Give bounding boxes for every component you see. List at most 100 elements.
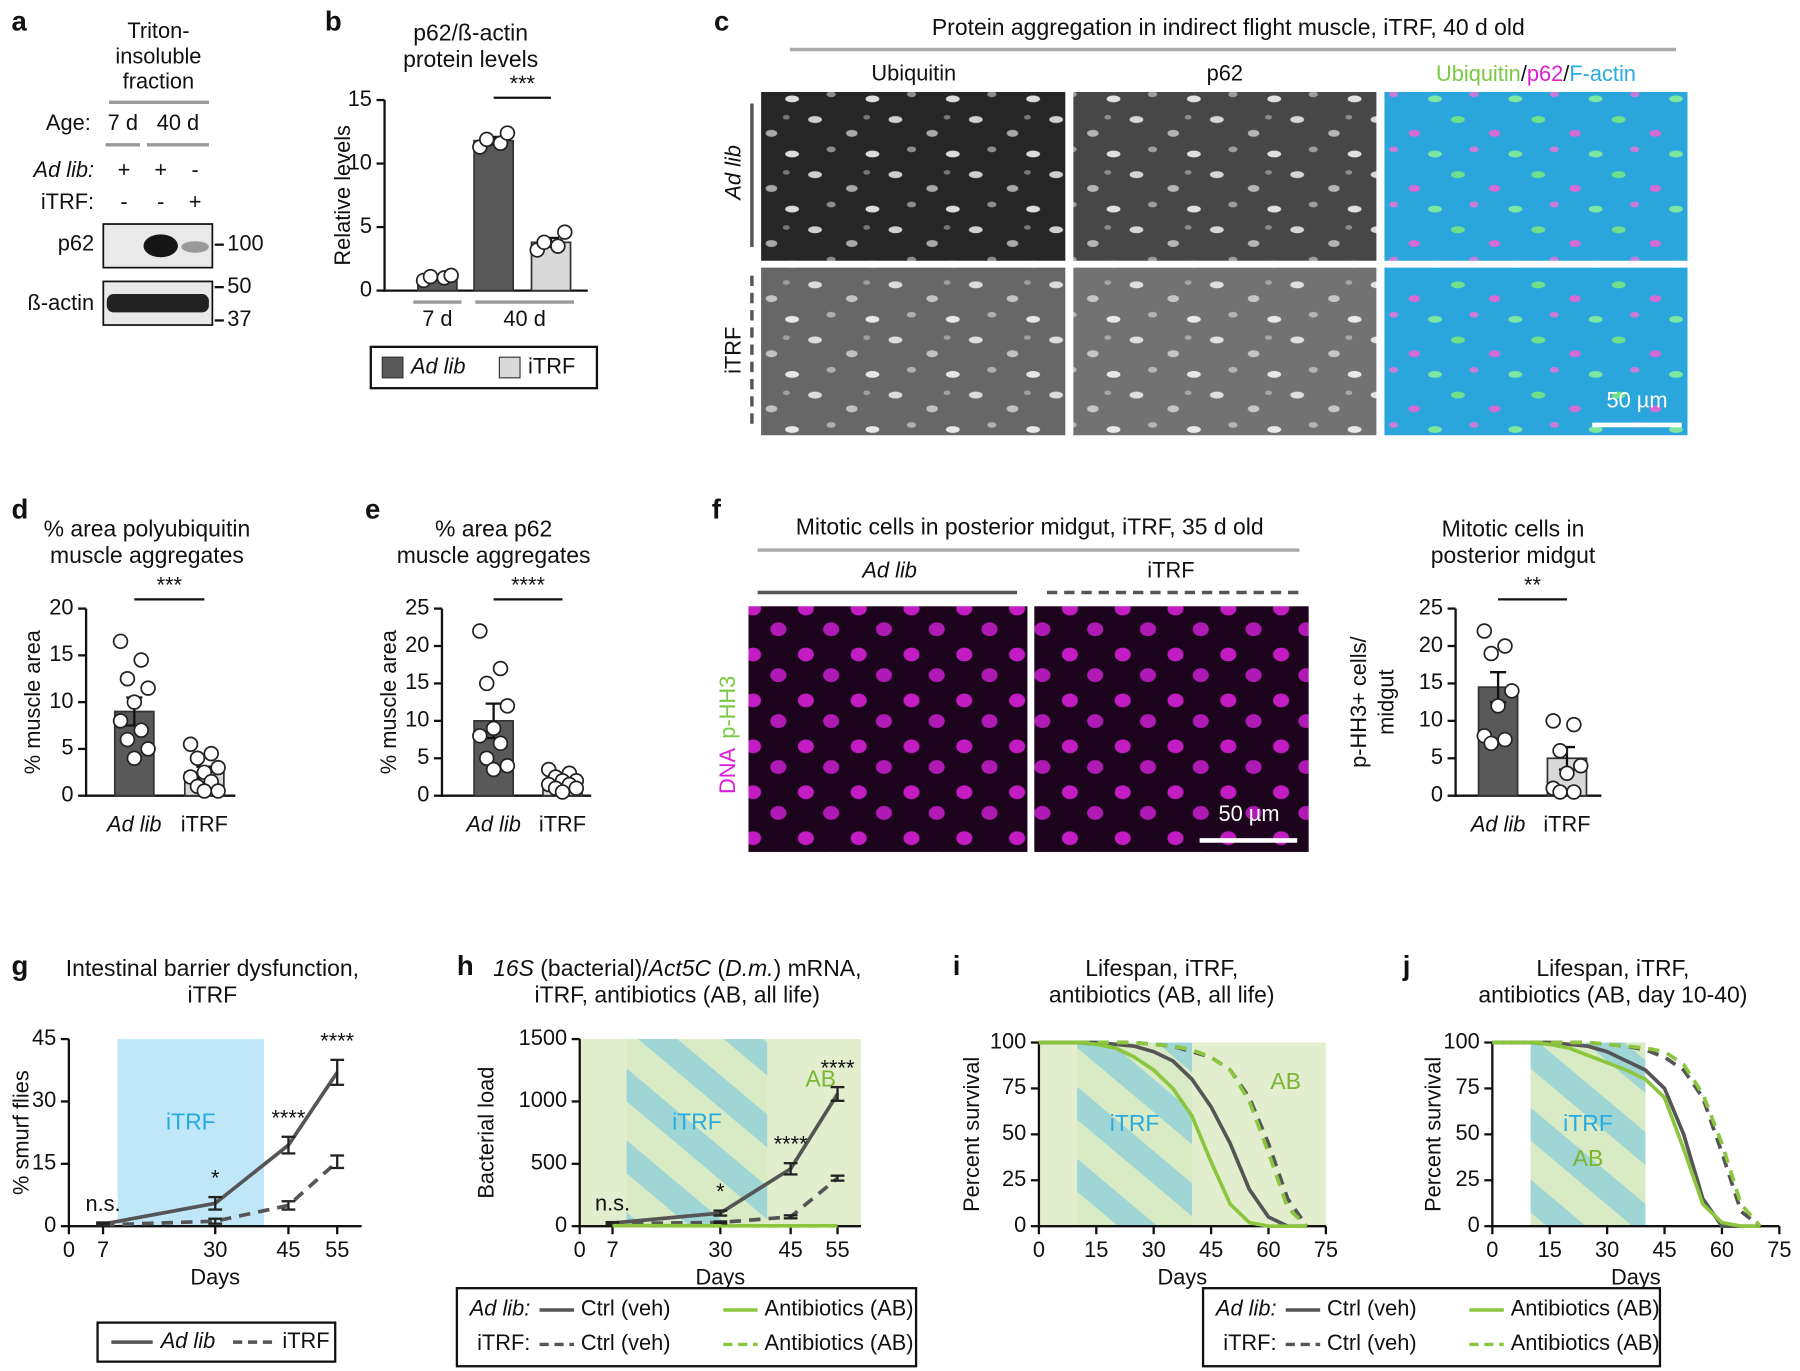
x-tick-label: 7 — [97, 1237, 109, 1262]
y-tick-label: 75 — [1455, 1074, 1479, 1099]
legend-row-label: iTRF: — [477, 1330, 530, 1355]
separator: / — [1563, 61, 1570, 86]
data-point — [1552, 784, 1568, 800]
data-point — [472, 623, 488, 639]
legend-label: iTRF — [528, 353, 575, 378]
x-tick-label: 30 — [1142, 1237, 1166, 1262]
data-point — [1566, 784, 1582, 800]
significance: **** — [774, 1132, 808, 1157]
data-point — [210, 759, 226, 776]
row-label: iTRF — [720, 327, 745, 374]
data-point — [554, 784, 571, 800]
data-point — [189, 750, 206, 767]
row-mark: + — [118, 157, 131, 182]
x-tick-label: 7 d — [422, 306, 452, 331]
significance: n.s. — [595, 1191, 630, 1216]
micrograph — [1034, 606, 1309, 852]
region-label: iTRF — [1563, 1110, 1613, 1136]
y-tick-label: 20 — [49, 594, 73, 619]
x-axis-label: Days — [190, 1265, 240, 1290]
data-point — [112, 713, 129, 729]
data-point — [1490, 698, 1506, 714]
significance: **** — [821, 1056, 855, 1081]
legend-label: Antibiotics (AB) — [765, 1296, 914, 1321]
y-tick-label: 30 — [32, 1087, 56, 1112]
y-tick-label: 45 — [32, 1025, 56, 1050]
y-tick-label: 100 — [1443, 1028, 1479, 1053]
legend-swatch — [498, 356, 521, 379]
error-bar — [281, 1135, 296, 1155]
micrograph — [748, 606, 1028, 852]
x-tick-label: Ad lib — [464, 811, 521, 836]
y-tick-label: 0 — [61, 781, 73, 806]
y-tick-label: 75 — [1002, 1074, 1026, 1099]
y-tick-label: 5 — [1431, 744, 1443, 769]
x-tick-label: 30 — [1595, 1237, 1619, 1262]
age: 7 d — [108, 110, 138, 135]
y-tick-label: 10 — [405, 707, 429, 732]
y-tick-label: 20 — [1419, 632, 1443, 657]
x-tick-label: 15 — [1538, 1237, 1562, 1262]
y-tick-label: 10 — [49, 688, 73, 713]
data-point — [1483, 645, 1499, 662]
legend-row-label: Ad lib: — [1214, 1296, 1277, 1321]
y-axis-label: midgut — [1374, 669, 1399, 734]
column-label: p62 — [1207, 61, 1243, 86]
midgut-images: f Mitotic cells in posterior midgut, iTR… — [712, 493, 1309, 852]
data-point — [550, 238, 566, 254]
x-tick-label: 60 — [1710, 1237, 1734, 1262]
channel: p62 — [1527, 61, 1563, 86]
legend-label: Ctrl (veh) — [1327, 1296, 1417, 1321]
x-tick-label: 0 — [63, 1237, 75, 1262]
legend-box — [1201, 1287, 1662, 1368]
series-line — [102, 1160, 339, 1227]
x-tick-label: 55 — [325, 1237, 349, 1262]
series-line — [612, 1176, 839, 1226]
data-point — [196, 783, 213, 799]
x-tick-label: Ad lib — [1469, 811, 1526, 836]
error-bar — [783, 1162, 798, 1176]
row-mark: - — [192, 157, 199, 182]
band — [106, 294, 209, 313]
chart-title: % area polyubiquitin — [44, 516, 251, 542]
x-tick-label: 75 — [1314, 1237, 1338, 1262]
x-tick-label: 0 — [1033, 1237, 1045, 1262]
x-axis-label: Days — [1611, 1265, 1661, 1290]
chart-title: 16S (bacterial)/Act5C (D.m.) mRNA, — [493, 955, 861, 981]
error-bar — [830, 1085, 845, 1102]
x-tick-label: iTRF — [539, 811, 586, 836]
title-part: Act5C — [647, 955, 712, 981]
data-point — [1566, 716, 1582, 733]
y-tick-label: 50 — [1002, 1120, 1026, 1145]
data-point — [499, 125, 516, 141]
error-bar — [281, 1200, 296, 1211]
panel-letter: h — [457, 950, 474, 981]
row-label: Ad lib — [720, 145, 745, 202]
column-label: Ubiquitin/p62/F-actin — [1436, 61, 1636, 86]
data-point — [568, 780, 585, 796]
y-tick-label: 15 — [348, 86, 372, 111]
chart-title: Lifespan, iTRF, — [1536, 955, 1689, 981]
legend-swatch — [381, 356, 404, 379]
error-bar — [208, 1195, 223, 1211]
shaded-region — [117, 1039, 265, 1227]
y-axis-label: Relative levels — [330, 125, 355, 266]
x-tick-label: 0 — [574, 1237, 586, 1262]
row-mark: + — [154, 157, 167, 182]
significance: * — [211, 1166, 220, 1191]
y-tick-label: 25 — [1002, 1166, 1026, 1191]
marker-label: 37 — [227, 306, 251, 331]
title-part: ( — [711, 955, 725, 981]
panel-letter: b — [325, 5, 342, 36]
marker-label: 100 — [227, 230, 263, 255]
significance: **** — [271, 1105, 305, 1130]
data-point — [485, 720, 502, 737]
x-tick-label: 30 — [708, 1237, 732, 1262]
panel-letter: d — [11, 493, 28, 524]
chart-title: muscle aggregates — [50, 542, 244, 568]
y-tick-label: 0 — [1468, 1212, 1480, 1237]
data-point — [1552, 743, 1568, 759]
x-tick-label: 7 — [606, 1237, 618, 1262]
significance: *** — [157, 573, 183, 598]
